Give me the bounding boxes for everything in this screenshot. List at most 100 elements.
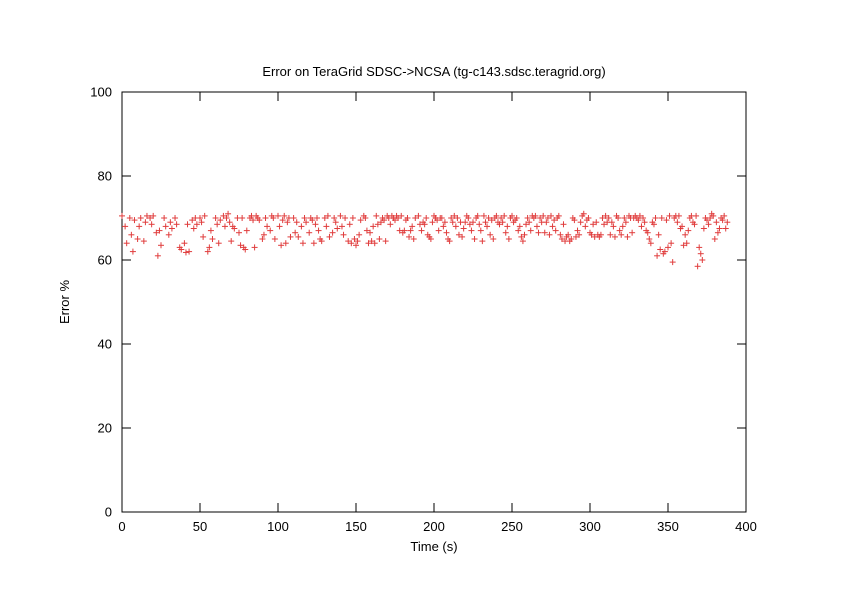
data-point	[206, 244, 213, 251]
x-tick-label: 150	[345, 519, 367, 534]
data-point	[549, 223, 556, 230]
data-point	[466, 221, 473, 228]
data-point	[276, 223, 283, 230]
data-point	[415, 212, 422, 219]
data-point	[501, 212, 508, 219]
data-point	[147, 215, 154, 221]
data-point	[527, 227, 534, 234]
data-point	[434, 217, 441, 224]
data-point	[611, 233, 618, 240]
data-point	[655, 231, 662, 238]
data-point	[395, 215, 402, 221]
data-point	[716, 225, 723, 232]
data-point	[251, 244, 258, 251]
data-point	[440, 223, 447, 230]
y-tick-label: 100	[90, 85, 112, 100]
data-point	[446, 238, 453, 245]
data-point	[699, 257, 706, 263]
data-point	[540, 212, 547, 219]
data-point	[666, 212, 673, 219]
data-point	[404, 215, 411, 221]
data-point	[704, 217, 710, 224]
data-point	[537, 215, 544, 221]
data-point	[557, 231, 564, 238]
data-point	[292, 229, 299, 236]
data-point	[212, 215, 219, 221]
data-point	[346, 221, 353, 228]
data-point	[487, 231, 494, 238]
data-point	[459, 233, 466, 240]
data-point	[126, 215, 133, 221]
data-point	[349, 215, 356, 221]
data-point	[593, 219, 600, 226]
data-point	[354, 238, 361, 245]
data-point	[309, 217, 316, 224]
data-point	[200, 233, 207, 240]
data-point	[337, 212, 344, 219]
data-point	[465, 215, 472, 221]
data-point	[636, 212, 643, 219]
data-point	[131, 217, 138, 224]
data-point	[668, 240, 675, 247]
data-point	[223, 215, 230, 221]
data-point	[270, 215, 277, 221]
data-point	[153, 229, 160, 236]
data-point	[638, 223, 645, 230]
data-point	[137, 215, 144, 221]
data-point	[142, 219, 149, 226]
data-point	[658, 215, 665, 221]
data-point	[597, 231, 604, 238]
data-point	[460, 225, 467, 232]
data-point	[438, 215, 445, 221]
data-point	[190, 225, 197, 232]
data-point	[470, 219, 476, 226]
data-point	[140, 238, 147, 245]
data-point	[697, 250, 704, 257]
data-point	[173, 221, 180, 228]
data-point	[498, 215, 505, 221]
data-point	[236, 229, 242, 236]
data-point	[243, 227, 250, 234]
data-point	[306, 229, 313, 236]
data-point	[278, 242, 285, 249]
data-point	[590, 221, 597, 228]
data-point	[348, 240, 355, 247]
data-point	[652, 215, 659, 221]
data-point	[435, 227, 442, 234]
data-point	[683, 240, 690, 247]
data-point	[663, 217, 670, 224]
data-point	[239, 215, 246, 221]
data-point	[721, 212, 728, 219]
data-point	[215, 240, 222, 247]
axis-ticks: 0 50 100 150 200 250 300 350 400 0 20 40 60 80 100	[90, 85, 757, 535]
data-point	[226, 219, 233, 226]
data-point	[477, 227, 484, 234]
data-point	[471, 236, 478, 242]
data-point	[710, 212, 717, 219]
data-point	[650, 221, 657, 228]
y-tick-label: 20	[98, 421, 112, 436]
data-point	[615, 215, 622, 221]
data-point	[423, 215, 430, 221]
data-point	[588, 231, 595, 238]
data-point	[373, 212, 380, 219]
data-point	[129, 248, 136, 255]
data-point	[455, 231, 462, 238]
data-point	[484, 223, 491, 230]
y-tick-label: 60	[98, 253, 112, 268]
data-point	[161, 215, 168, 221]
data-point	[610, 223, 617, 230]
data-point	[552, 227, 559, 234]
data-point	[342, 215, 349, 221]
data-point	[382, 238, 389, 245]
data-point	[509, 212, 515, 219]
data-point	[363, 227, 370, 234]
x-tick-label: 0	[118, 519, 125, 534]
data-point	[669, 259, 676, 266]
data-point	[237, 242, 244, 249]
data-point	[719, 217, 726, 224]
data-point	[523, 221, 530, 228]
data-point	[119, 212, 125, 219]
data-point	[362, 215, 369, 221]
data-point	[685, 227, 692, 234]
